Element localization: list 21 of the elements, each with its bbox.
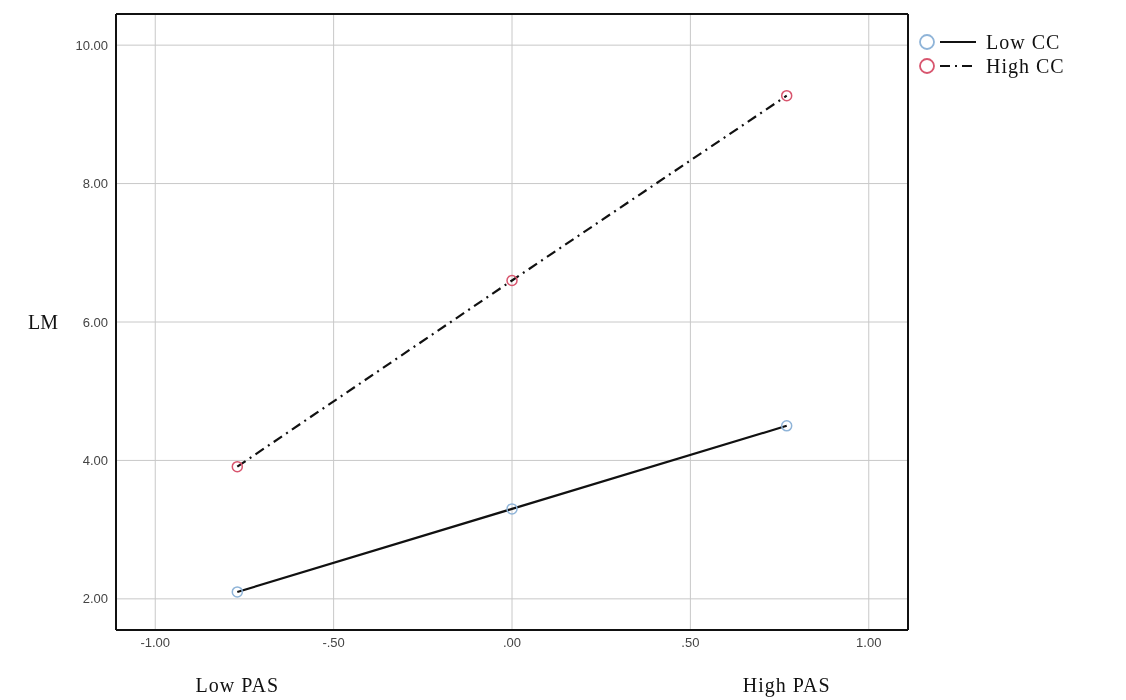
y-tick-label: 4.00 — [82, 453, 108, 469]
y-tick-label: 2.00 — [82, 591, 108, 607]
text: Low PAS — [194, 674, 281, 697]
point — [780, 420, 793, 432]
x-tick-label: 1.00 — [856, 635, 882, 651]
legend-label: High CC — [986, 54, 1065, 78]
x-tick-label: .50 — [681, 635, 700, 651]
x-tick-label: -1.00 — [140, 635, 171, 651]
point — [780, 89, 793, 102]
point — [506, 503, 518, 515]
y-tick-label: 10.00 — [75, 37, 108, 53]
y-tick-label: 8.00 — [82, 176, 108, 192]
point — [506, 274, 518, 287]
y-axis-title: LM — [28, 311, 59, 334]
legend-label: Low CC — [986, 30, 1061, 54]
x-tick-label: .00 — [502, 635, 522, 651]
point — [231, 586, 244, 598]
point — [231, 460, 244, 473]
text: High PAS — [741, 674, 832, 697]
y-tick-label: 6.00 — [82, 314, 108, 330]
x-tick-label: -.50 — [322, 635, 345, 651]
